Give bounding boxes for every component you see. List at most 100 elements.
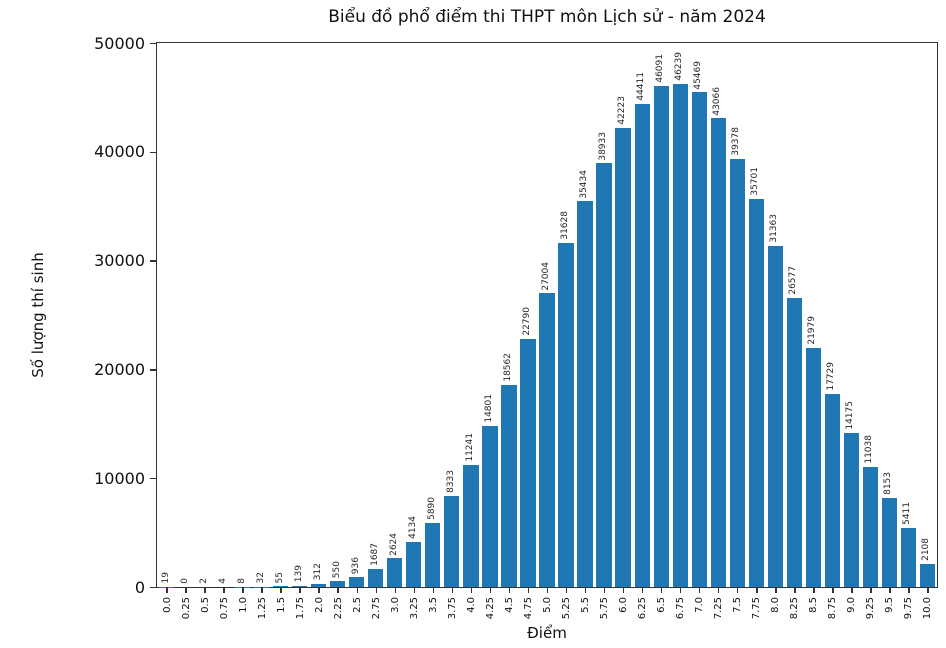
bar-value-label: 26577 — [788, 266, 799, 295]
x-tick-label: 9.75 — [903, 597, 915, 620]
bar-value-label: 8333 — [445, 470, 456, 494]
bar-value-label: 4134 — [407, 516, 418, 540]
bar-value-label: 0 — [179, 578, 190, 584]
x-tick-label: 4.75 — [522, 597, 534, 620]
bar-value-label: 936 — [350, 556, 361, 574]
bar — [444, 496, 460, 587]
x-tick-mark — [223, 587, 225, 593]
bar-value-label: 46239 — [674, 52, 685, 81]
plot-area: 19 0 2 4 8 32 55 139 312 550 936 1687 2624 4134 5890 83… — [156, 42, 938, 588]
bar — [805, 347, 821, 587]
bar — [596, 163, 612, 587]
bar — [387, 558, 403, 587]
bar — [425, 522, 441, 587]
x-tick-mark — [603, 587, 606, 593]
x-tick-label: 3.75 — [446, 597, 458, 620]
x-tick-mark — [832, 587, 834, 593]
bar-value-label: 42223 — [617, 95, 628, 125]
x-tick-label: 6.25 — [637, 597, 649, 620]
x-tick-label: 7.5 — [732, 597, 744, 613]
x-tick-mark — [775, 587, 777, 593]
x-tick-mark — [717, 587, 720, 593]
x-tick-mark — [794, 587, 796, 593]
x-tick-label: 7.25 — [713, 597, 725, 620]
x-tick-label: 8.0 — [770, 597, 782, 613]
bar-value-label: 312 — [312, 563, 323, 581]
bar — [292, 585, 308, 587]
x-tick-label: 1.75 — [294, 597, 306, 620]
y-tick-mark — [150, 151, 157, 154]
bar — [463, 464, 479, 587]
bar — [558, 242, 574, 587]
bar-value-label: 31628 — [560, 211, 571, 240]
x-tick-label: 4.5 — [503, 597, 515, 613]
x-tick-mark — [813, 587, 815, 593]
bar-value-label: 11038 — [864, 435, 875, 464]
bar — [729, 158, 745, 587]
x-tick-label: 6.75 — [675, 597, 687, 620]
x-tick-mark — [641, 587, 644, 593]
bar-value-label: 44411 — [636, 72, 647, 101]
x-tick-mark — [204, 587, 206, 593]
bar-value-label: 17729 — [826, 362, 837, 392]
x-tick-mark — [546, 587, 549, 593]
bar-value-label: 35701 — [750, 166, 761, 196]
x-tick-mark — [908, 587, 910, 593]
bar — [919, 564, 936, 587]
y-tick-label: 30000 — [94, 251, 145, 271]
x-tick-mark — [870, 587, 872, 593]
x-tick-mark — [736, 587, 739, 593]
x-tick-label: 3.5 — [427, 597, 439, 613]
x-tick-mark — [451, 587, 454, 593]
y-tick-mark — [150, 477, 157, 480]
x-tick-label: 3.0 — [389, 597, 401, 613]
x-tick-mark — [280, 587, 282, 593]
bar — [653, 85, 669, 587]
bar-value-label: 550 — [331, 560, 342, 579]
bar-value-label: 4 — [217, 578, 228, 584]
x-tick-label: 7.75 — [751, 597, 763, 620]
y-tick-label: 0 — [134, 577, 145, 597]
x-tick-label: 5.25 — [561, 597, 573, 620]
bar-value-label: 14801 — [483, 394, 494, 423]
x-tick-mark — [679, 587, 682, 593]
x-tick-mark — [851, 587, 853, 593]
x-tick-mark — [584, 587, 587, 593]
bar — [406, 542, 422, 587]
bar — [862, 466, 879, 587]
bar — [615, 127, 631, 587]
x-axis-label: Điểm — [527, 624, 567, 642]
bar-value-label: 22790 — [521, 307, 532, 337]
bar-value-label: 55 — [274, 571, 285, 584]
x-tick-label: 8.25 — [789, 597, 801, 620]
bar — [748, 198, 764, 587]
bar — [767, 245, 783, 587]
x-tick-mark — [470, 587, 473, 593]
bar-value-label: 45469 — [693, 60, 704, 90]
x-tick-label: 6.0 — [618, 597, 630, 613]
bar-value-label: 14175 — [845, 401, 856, 430]
bar — [881, 498, 898, 587]
x-tick-label: 0.25 — [180, 597, 192, 620]
x-tick-mark — [394, 587, 397, 593]
x-tick-label: 1.5 — [275, 597, 287, 613]
x-tick-label: 4.0 — [465, 597, 477, 613]
bar-value-label: 18562 — [502, 353, 513, 383]
y-axis-label: Số lượng thí sinh — [29, 252, 47, 378]
x-tick-label: 2.0 — [313, 597, 325, 613]
x-tick-mark — [660, 587, 663, 593]
x-tick-label: 9.25 — [865, 597, 877, 620]
x-tick-label: 8.5 — [808, 597, 820, 613]
x-tick-mark — [508, 587, 511, 593]
x-tick-label: 0.5 — [199, 597, 211, 613]
x-tick-label: 9.5 — [884, 597, 896, 613]
y-tick-mark — [150, 260, 157, 262]
x-tick-label: 5.5 — [580, 597, 592, 613]
x-tick-mark — [185, 587, 187, 593]
bar-value-label: 46091 — [655, 53, 666, 83]
x-tick-mark — [242, 587, 244, 593]
bar — [824, 394, 840, 587]
bar — [843, 432, 859, 587]
y-tick-label: 40000 — [94, 142, 145, 162]
